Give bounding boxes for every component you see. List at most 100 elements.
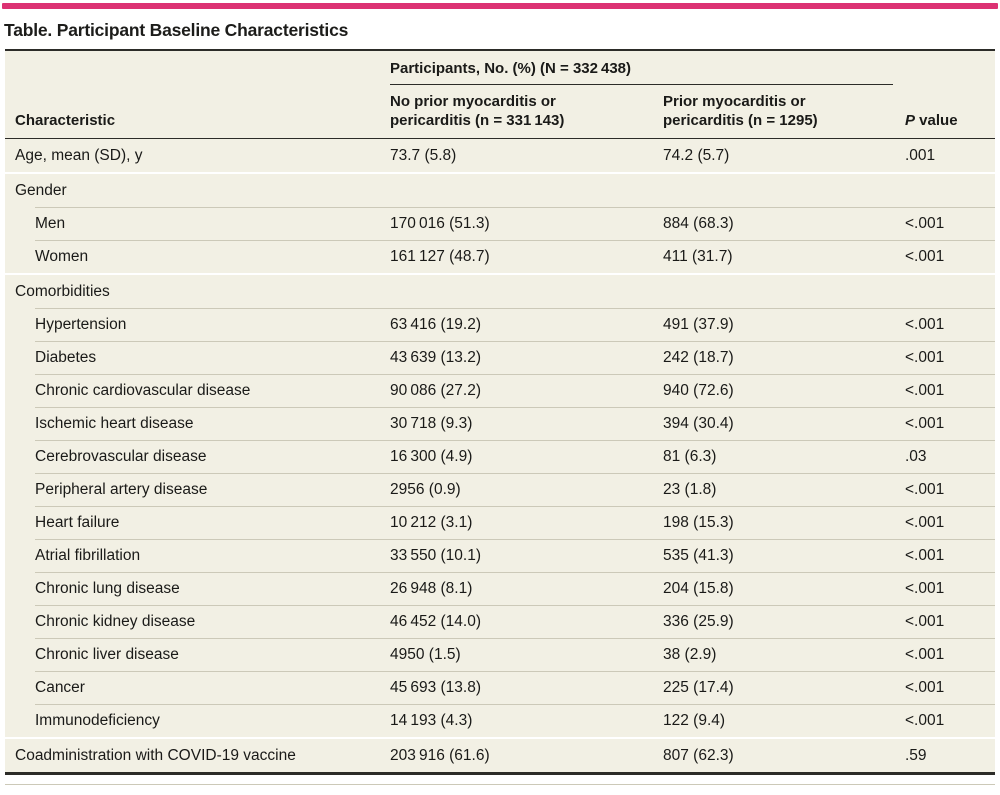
table-figure: Table. Participant Baseline Characterist… [0, 3, 1000, 785]
row-value-no-prior: 33 550 (10.1) [390, 546, 482, 564]
table-row: Cerebrovascular disease 16 300 (4.9) 81 … [5, 440, 995, 473]
row-value-no-prior: 26 948 (8.1) [390, 579, 473, 597]
bottom-rule [5, 772, 995, 775]
row-label: Chronic cardiovascular disease [35, 381, 251, 399]
table-row: Chronic lung disease 26 948 (8.1) 204 (1… [5, 572, 995, 605]
p-value-rest: value [915, 112, 958, 129]
column-header-prior-line1: Prior myocarditis or [663, 93, 806, 110]
row-label: Hypertension [35, 315, 127, 333]
row-label: Coadministration with COVID-19 vaccine [15, 746, 296, 764]
row-value-no-prior: 161 127 (48.7) [390, 247, 490, 265]
row-label: Cancer [35, 678, 85, 696]
row-value-prior: 807 (62.3) [663, 746, 734, 764]
row-p-value: .59 [905, 746, 927, 764]
row-p-value: <.001 [905, 214, 945, 232]
table-row: Peripheral artery disease 2956 (0.9) 23 … [5, 473, 995, 506]
row-label: Chronic lung disease [35, 579, 180, 597]
row-p-value: .03 [905, 447, 927, 465]
table-row: Chronic liver disease 4950 (1.5) 38 (2.9… [5, 638, 995, 671]
row-value-no-prior: 30 718 (9.3) [390, 414, 473, 432]
table-row: Chronic kidney disease 46 452 (14.0) 336… [5, 605, 995, 638]
row-value-prior: 122 (9.4) [663, 711, 726, 729]
row-p-value: .001 [905, 146, 936, 164]
row-value-no-prior: 63 416 (19.2) [390, 315, 482, 333]
accent-bar [2, 3, 998, 9]
column-header-prior: Prior myocarditis or pericarditis (n = 1… [663, 92, 905, 130]
row-p-value: <.001 [905, 480, 945, 498]
baseline-characteristics-table: Participants, No. (%) (N = 332 438) Char… [5, 49, 995, 785]
column-header-p-value: P value [905, 111, 995, 130]
column-group-header-participants: Participants, No. (%) (N = 332 438) [390, 59, 893, 85]
table-row: Women 161 127 (48.7) 411 (31.7) <.001 [5, 240, 995, 273]
row-value-prior: 394 (30.4) [663, 414, 734, 432]
table-row: Immunodeficiency 14 193 (4.3) 122 (9.4) … [5, 704, 995, 737]
row-value-no-prior: 45 693 (13.8) [390, 678, 482, 696]
table-header: Participants, No. (%) (N = 332 438) Char… [5, 49, 995, 139]
row-label: Comorbidities [15, 282, 110, 300]
footer-rule [5, 783, 995, 785]
row-label: Chronic kidney disease [35, 612, 196, 630]
column-header-prior-line2: pericarditis (n = 1295) [663, 112, 818, 129]
column-headers-row: Characteristic No prior myocarditis or p… [5, 85, 995, 138]
row-p-value: <.001 [905, 414, 945, 432]
row-value-prior: 225 (17.4) [663, 678, 734, 696]
row-label: Immunodeficiency [35, 711, 160, 729]
row-value-prior: 940 (72.6) [663, 381, 734, 399]
row-label: Ischemic heart disease [35, 414, 194, 432]
row-p-value: <.001 [905, 381, 945, 399]
row-value-no-prior: 2956 (0.9) [390, 480, 461, 498]
row-label: Gender [15, 181, 67, 199]
table-row: Hypertension 63 416 (19.2) 491 (37.9) <.… [5, 308, 995, 341]
row-label: Peripheral artery disease [35, 480, 208, 498]
table-row: Men 170 016 (51.3) 884 (68.3) <.001 [5, 207, 995, 240]
row-value-prior: 204 (15.8) [663, 579, 734, 597]
table-title: Table. Participant Baseline Characterist… [4, 20, 349, 40]
row-value-prior: 411 (31.7) [663, 247, 733, 265]
row-p-value: <.001 [905, 348, 945, 366]
column-group-row: Participants, No. (%) (N = 332 438) [5, 51, 995, 85]
row-p-value: <.001 [905, 711, 945, 729]
row-p-value: <.001 [905, 612, 945, 630]
row-value-prior: 38 (2.9) [663, 645, 717, 663]
row-label: Cerebrovascular disease [35, 447, 207, 465]
row-label: Atrial fibrillation [35, 546, 141, 564]
row-p-value: <.001 [905, 678, 945, 696]
row-p-value: <.001 [905, 247, 945, 265]
row-p-value: <.001 [905, 546, 945, 564]
table-row: Age, mean (SD), y 73.7 (5.8) 74.2 (5.7) … [5, 139, 995, 172]
table-row: Cancer 45 693 (13.8) 225 (17.4) <.001 [5, 671, 995, 704]
row-p-value: <.001 [905, 645, 945, 663]
row-value-prior: 336 (25.9) [663, 612, 734, 630]
row-value-no-prior: 4950 (1.5) [390, 645, 461, 663]
table-row: Gender [5, 174, 995, 207]
row-value-no-prior: 203 916 (61.6) [390, 746, 490, 764]
row-value-no-prior: 43 639 (13.2) [390, 348, 482, 366]
table-body: Age, mean (SD), y 73.7 (5.8) 74.2 (5.7) … [5, 139, 995, 772]
row-value-prior: 242 (18.7) [663, 348, 734, 366]
table-row: Ischemic heart disease 30 718 (9.3) 394 … [5, 407, 995, 440]
row-value-no-prior: 73.7 (5.8) [390, 146, 457, 164]
row-value-prior: 198 (15.3) [663, 513, 734, 531]
column-header-characteristic: Characteristic [15, 112, 116, 129]
row-value-no-prior: 16 300 (4.9) [390, 447, 473, 465]
row-value-no-prior: 14 193 (4.3) [390, 711, 473, 729]
row-value-prior: 884 (68.3) [663, 214, 734, 232]
table-row: Chronic cardiovascular disease 90 086 (2… [5, 374, 995, 407]
table-row: Comorbidities [5, 275, 995, 308]
row-label: Heart failure [35, 513, 120, 531]
column-header-no-prior: No prior myocarditis or pericarditis (n … [390, 92, 663, 130]
row-value-no-prior: 46 452 (14.0) [390, 612, 482, 630]
p-value-italic-p: P [905, 112, 916, 129]
table-row: Atrial fibrillation 33 550 (10.1) 535 (4… [5, 539, 995, 572]
row-p-value: <.001 [905, 315, 945, 333]
row-label: Diabetes [35, 348, 97, 366]
row-value-prior: 74.2 (5.7) [663, 146, 730, 164]
row-value-no-prior: 10 212 (3.1) [390, 513, 473, 531]
row-label: Women [35, 247, 89, 265]
row-label: Men [35, 214, 66, 232]
row-value-no-prior: 170 016 (51.3) [390, 214, 490, 232]
row-p-value: <.001 [905, 579, 945, 597]
row-value-prior: 535 (41.3) [663, 546, 734, 564]
table-row: Diabetes 43 639 (13.2) 242 (18.7) <.001 [5, 341, 995, 374]
row-value-prior: 81 (6.3) [663, 447, 717, 465]
